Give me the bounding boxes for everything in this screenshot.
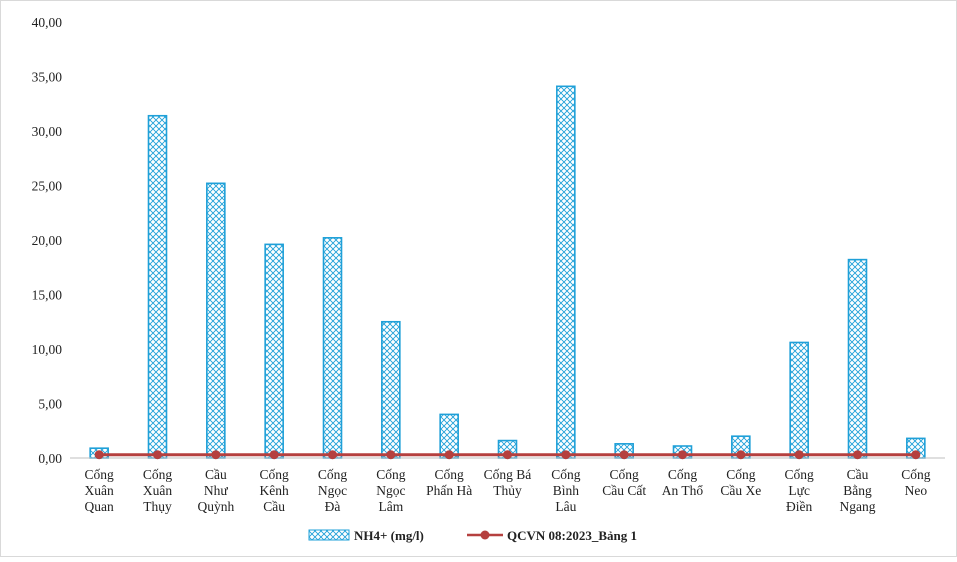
y-tick-label: 10,00	[32, 342, 63, 357]
y-tick-label: 25,00	[32, 179, 63, 194]
line-point	[794, 450, 804, 460]
bar	[206, 182, 226, 459]
line-point	[736, 450, 746, 460]
x-category-label: Cống An Thổ	[662, 467, 704, 498]
x-axis: Cống Xuân Quan Cống Xuân Thụy Cầu Như Quỳnh Cống K…	[70, 457, 945, 514]
x-category-label: Cống Phấn Hà	[426, 467, 472, 498]
x-category-label: Cống Kênh Cầu	[260, 467, 290, 514]
x-category-label: Cống Xuân Quan	[85, 467, 115, 514]
line-point	[269, 450, 279, 460]
x-category-label: Cống Bá Thủy	[484, 467, 532, 498]
line-series	[94, 450, 921, 460]
x-category-label: Cống Cầu Cất	[602, 467, 646, 498]
x-category-label: Cống Ngọc Đà	[318, 467, 348, 514]
line-point	[561, 450, 571, 460]
legend-line-marker	[480, 530, 490, 540]
line-point	[444, 450, 454, 460]
bar	[147, 114, 168, 459]
x-category-label: Cống Xuân Thụy	[143, 467, 173, 514]
x-category-label: Cống Ngọc Lâm	[376, 467, 406, 514]
line-point	[678, 450, 687, 460]
line-point	[328, 450, 337, 460]
y-tick-label: 35,00	[32, 70, 63, 85]
line-point	[503, 450, 512, 460]
legend-bar-swatch	[308, 529, 350, 541]
bar	[847, 258, 868, 459]
bar	[322, 237, 343, 459]
line-point	[94, 450, 104, 460]
y-tick-label: 20,00	[32, 233, 63, 248]
x-category-label: Cống Cầu Xe	[720, 467, 761, 498]
bar	[789, 341, 809, 459]
x-category-label: Cầu Bằng Ngang	[840, 467, 876, 514]
line-point	[911, 450, 921, 460]
bar	[264, 243, 284, 459]
legend-bar-label: NH4+ (mg/l)	[354, 528, 424, 543]
y-axis: 0,00 5,00 10,00 15,00 20,00 25,00 30,00 35,00 40…	[32, 15, 63, 466]
y-tick-label: 15,00	[32, 288, 63, 303]
legend: NH4+ (mg/l) QCVN 08:2023_Bảng 1	[308, 528, 637, 543]
x-category-label: Cống Bình Lâu	[551, 467, 581, 514]
y-tick-label: 30,00	[32, 124, 63, 139]
line-point	[853, 450, 862, 460]
y-tick-label: 40,00	[32, 15, 63, 30]
y-tick-label: 5,00	[38, 397, 62, 412]
bar	[381, 320, 401, 459]
x-category-label: Cống Lực Điền	[785, 467, 815, 514]
x-category-label: Cầu Như Quỳnh	[197, 467, 234, 514]
bar	[556, 85, 576, 459]
x-category-label: Cống Neo	[901, 467, 931, 498]
line-point	[211, 450, 221, 460]
legend-line-label: QCVN 08:2023_Bảng 1	[507, 528, 637, 543]
line-point	[153, 450, 162, 460]
line-point	[619, 450, 629, 460]
line-point	[386, 450, 396, 460]
y-tick-label: 0,00	[38, 451, 62, 466]
